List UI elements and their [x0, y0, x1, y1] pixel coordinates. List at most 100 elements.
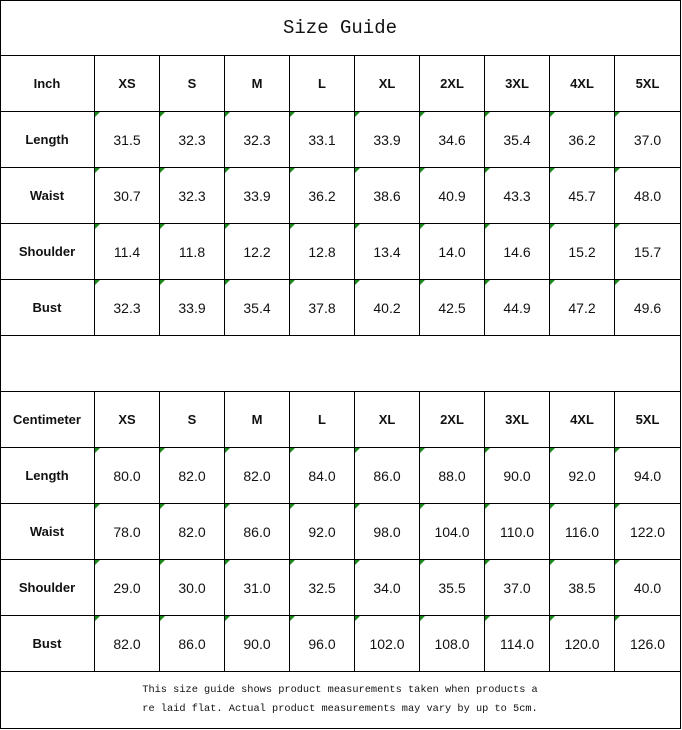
cell-marker-icon	[550, 448, 555, 453]
measurement-cell: 44.9	[485, 280, 550, 336]
measurement-cell-text: 120.0	[564, 635, 600, 652]
measurement-cell: 35.4	[485, 112, 550, 168]
cell-marker-icon	[550, 504, 555, 509]
unit-header-text: Centimeter	[13, 412, 81, 427]
cell-marker-icon	[550, 168, 555, 173]
cell-marker-icon	[420, 168, 425, 173]
size-header-text: 5XL	[635, 76, 660, 91]
measurement-cell-text: 44.9	[503, 299, 531, 316]
measurement-cell-text: 29.0	[113, 579, 141, 596]
cell-marker-icon	[420, 280, 425, 285]
measurement-cell: 48.0	[615, 168, 681, 224]
cell-marker-icon	[355, 224, 360, 229]
measurement-cell-text: 82.0	[113, 635, 141, 652]
measurement-cell: 32.3	[160, 168, 225, 224]
measurement-cell-text: 114.0	[500, 635, 534, 652]
note-line: re laid flat. Actual product measurement…	[142, 703, 538, 715]
unit-header: Centimeter	[0, 392, 95, 448]
measurement-cell: 94.0	[615, 448, 681, 504]
measurement-cell: 40.0	[615, 560, 681, 616]
row-label-text: Bust	[32, 636, 62, 651]
measurement-cell-text: 30.7	[113, 187, 141, 204]
measurement-cell-text: 47.2	[568, 299, 596, 316]
measurement-cell-text: 33.1	[308, 131, 336, 148]
cell-marker-icon	[160, 224, 165, 229]
cell-marker-icon	[355, 504, 360, 509]
size-header: 3XL	[485, 392, 550, 448]
cell-marker-icon	[160, 448, 165, 453]
size-header: 4XL	[550, 56, 615, 112]
cell-marker-icon	[95, 280, 100, 285]
cell-marker-icon	[225, 168, 230, 173]
cell-marker-icon	[485, 504, 490, 509]
cell-marker-icon	[485, 224, 490, 229]
cell-marker-icon	[615, 616, 620, 621]
cell-marker-icon	[615, 112, 620, 117]
measurement-cell-text: 86.0	[178, 635, 206, 652]
cell-marker-icon	[550, 560, 555, 565]
measurement-cell: 32.3	[225, 112, 290, 168]
measurement-cell: 29.0	[95, 560, 160, 616]
cell-marker-icon	[225, 280, 230, 285]
cell-marker-icon	[160, 616, 165, 621]
measurement-cell: 47.2	[550, 280, 615, 336]
measurement-cell: 96.0	[290, 616, 355, 672]
measurement-cell-text: 31.0	[243, 579, 271, 596]
measurement-cell: 88.0	[420, 448, 485, 504]
size-header: XS	[95, 56, 160, 112]
measurement-cell: 14.0	[420, 224, 485, 280]
measurement-cell: 82.0	[160, 504, 225, 560]
cell-marker-icon	[225, 448, 230, 453]
measurement-cell: 114.0	[485, 616, 550, 672]
measurement-cell-text: 37.0	[503, 579, 531, 596]
measurement-cell-text: 34.0	[373, 579, 401, 596]
measurement-cell-text: 116.0	[565, 523, 599, 540]
cell-marker-icon	[95, 616, 100, 621]
size-header: S	[160, 392, 225, 448]
cell-marker-icon	[485, 616, 490, 621]
measurement-cell-text: 96.0	[308, 635, 336, 652]
size-header-text: 3XL	[505, 76, 529, 91]
measurement-cell: 126.0	[615, 616, 681, 672]
cell-marker-icon	[550, 224, 555, 229]
cell-marker-icon	[290, 448, 295, 453]
measurement-cell-text: 37.8	[308, 299, 336, 316]
cell-marker-icon	[355, 168, 360, 173]
unit-header-text: Inch	[33, 76, 61, 91]
size-header-text: 2XL	[440, 412, 464, 427]
measurement-cell: 33.1	[290, 112, 355, 168]
measurement-cell: 90.0	[485, 448, 550, 504]
measurement-cell-text: 90.0	[503, 467, 531, 484]
measurement-cell: 82.0	[160, 448, 225, 504]
measurement-cell-text: 14.6	[503, 243, 531, 260]
measurement-cell-text: 12.8	[308, 243, 336, 260]
measurement-cell: 36.2	[550, 112, 615, 168]
measurement-cell-text: 36.2	[568, 131, 596, 148]
size-header: 2XL	[420, 56, 485, 112]
measurement-cell: 92.0	[290, 504, 355, 560]
measurement-cell: 90.0	[225, 616, 290, 672]
page-title-text: Size Guide	[282, 16, 398, 39]
cell-marker-icon	[290, 112, 295, 117]
measurement-cell-text: 84.0	[308, 467, 336, 484]
measurement-cell-text: 110.0	[500, 523, 534, 540]
measurement-cell: 11.4	[95, 224, 160, 280]
size-header-text: XL	[378, 412, 396, 427]
spacer-row	[0, 336, 681, 392]
measurement-cell-text: 30.0	[178, 579, 206, 596]
size-header-text: M	[251, 412, 263, 427]
measurement-cell: 98.0	[355, 504, 420, 560]
measurement-cell-text: 88.0	[438, 467, 466, 484]
measurement-cell: 34.0	[355, 560, 420, 616]
row-label: Waist	[0, 504, 95, 560]
measurement-cell-text: 13.4	[373, 243, 401, 260]
measurement-cell-text: 98.0	[373, 523, 401, 540]
measurement-cell: 32.3	[95, 280, 160, 336]
measurement-cell: 15.2	[550, 224, 615, 280]
size-header-text: XL	[378, 76, 396, 91]
size-header: 5XL	[615, 392, 681, 448]
measurement-cell: 86.0	[355, 448, 420, 504]
size-header-text: 2XL	[440, 76, 464, 91]
note-line: This size guide shows product measuremen…	[142, 684, 538, 696]
measurement-cell: 86.0	[160, 616, 225, 672]
